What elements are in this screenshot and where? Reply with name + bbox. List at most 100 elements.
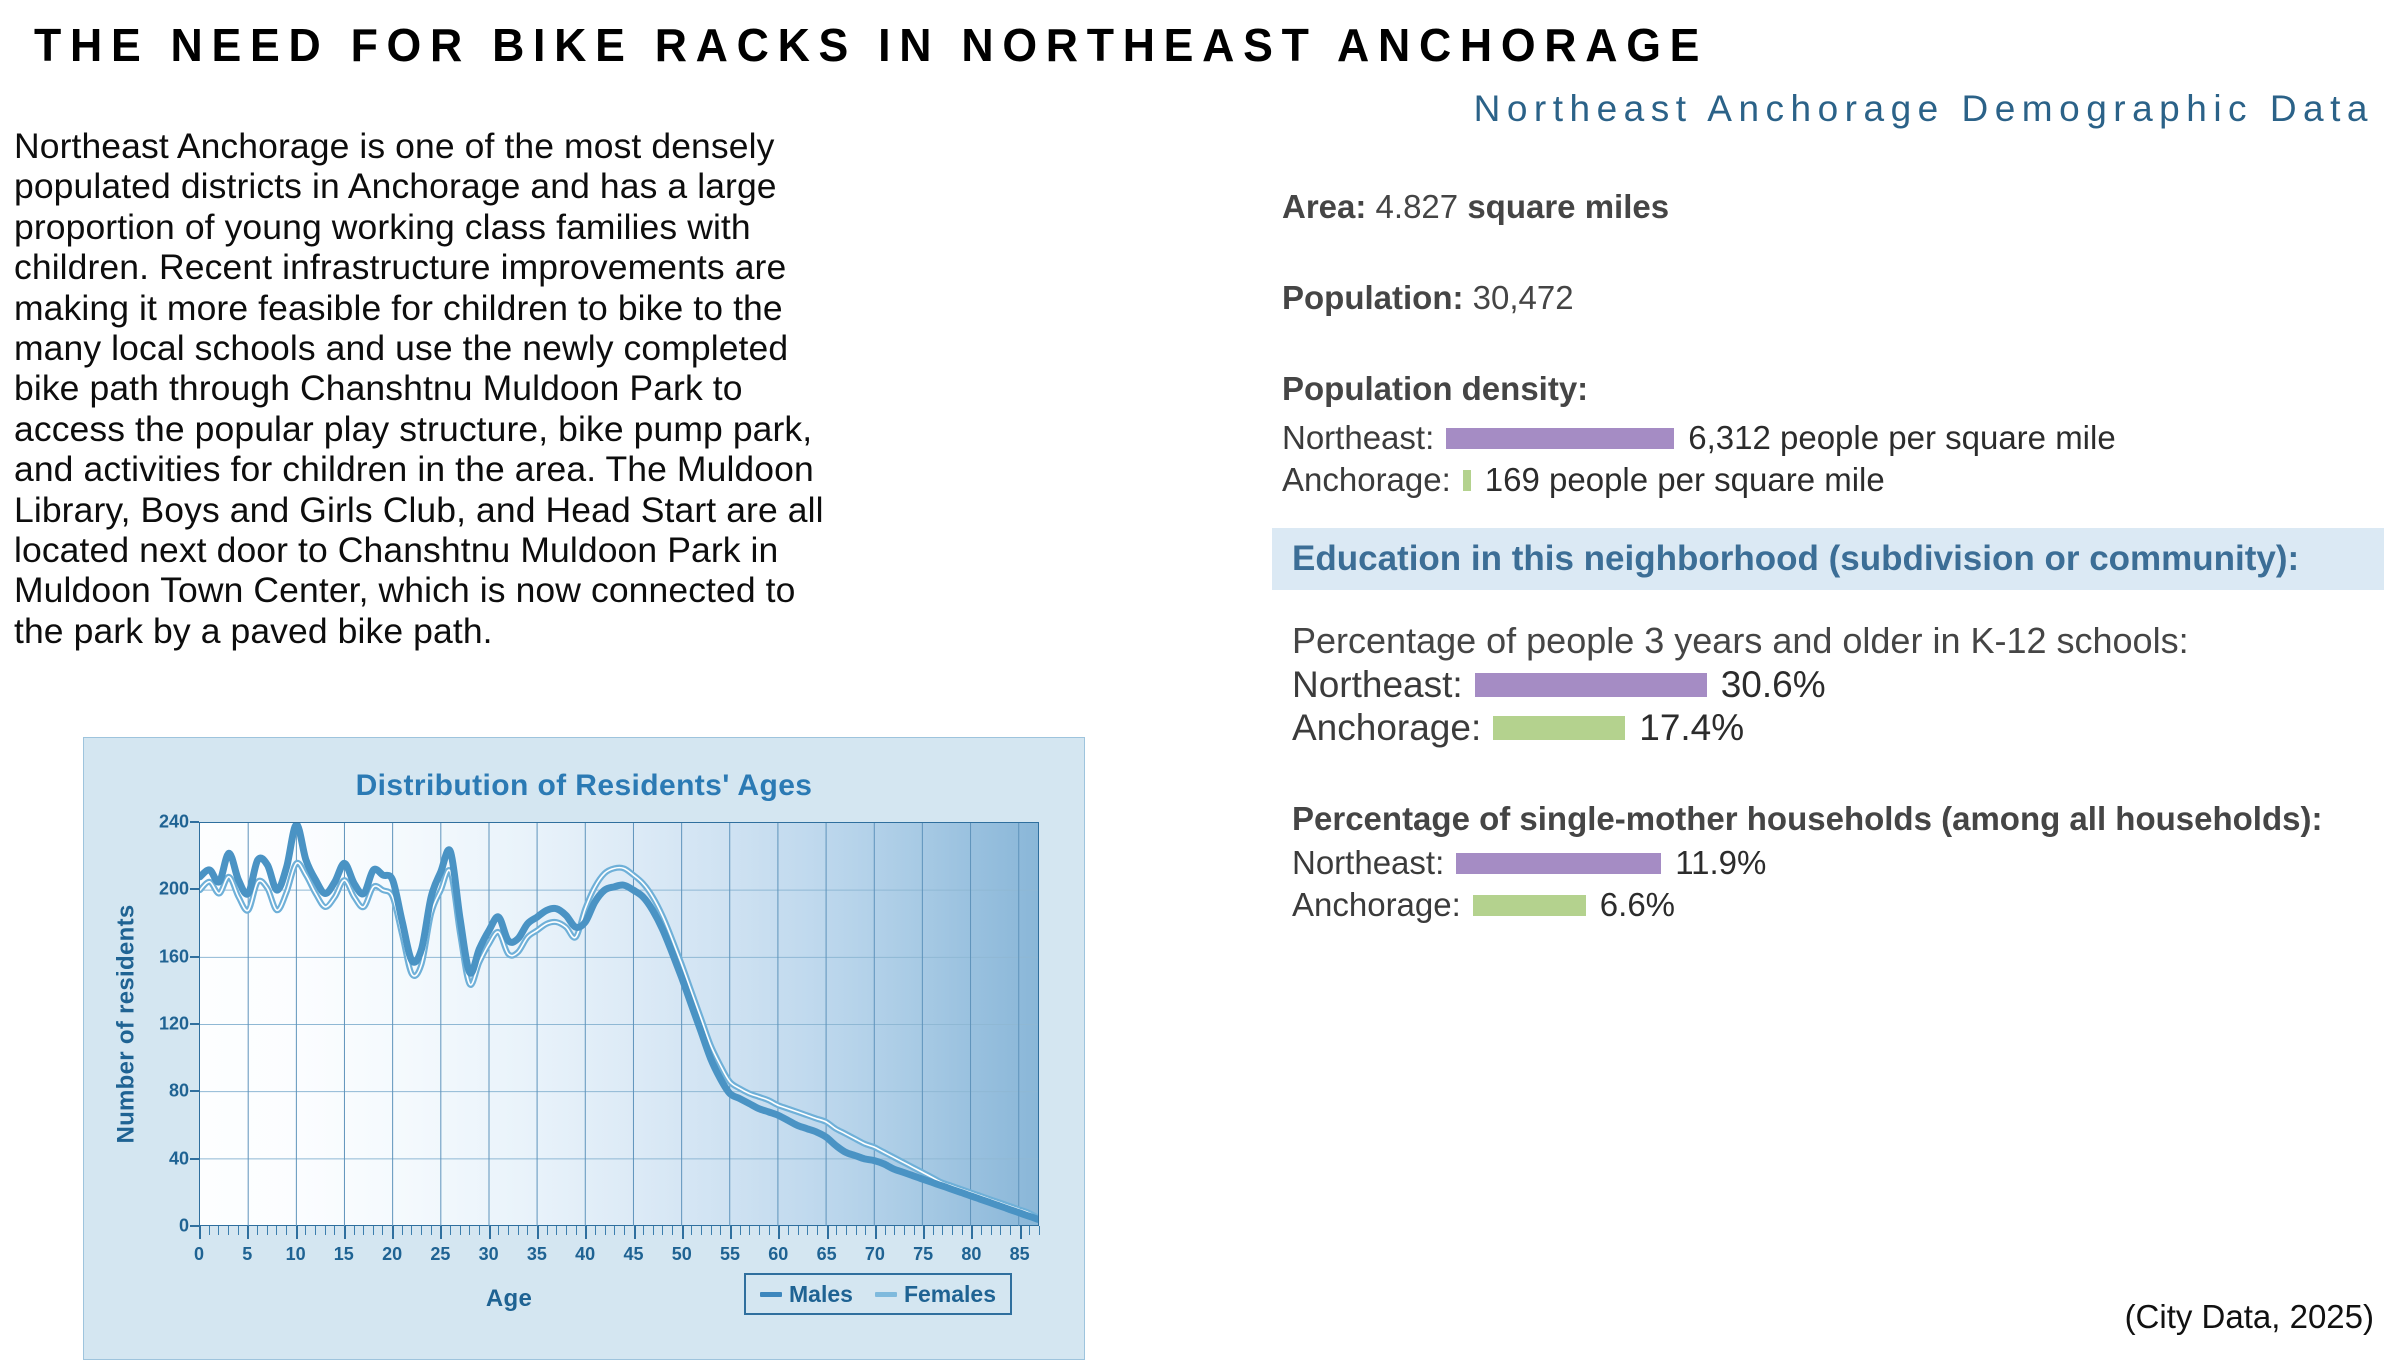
density-northeast-value: 6,312 people per square mile [1688, 419, 2116, 456]
age-distribution-chart: Distribution of Residents' Ages Number o… [83, 737, 1085, 1360]
single-mother-anchorage-label: Anchorage: [1292, 886, 1461, 923]
legend-swatch-males [760, 1291, 782, 1297]
chart-x-tick [865, 1226, 867, 1235]
chart-x-tick [256, 1226, 258, 1235]
area-stat: Area: 4.827 square miles [1282, 188, 1669, 226]
chart-y-tick-dash [190, 955, 199, 958]
density-northeast-bar [1446, 427, 1675, 449]
k12-row-northeast: Northeast: 30.6% [1292, 664, 1826, 705]
chart-x-tick-label: 25 [430, 1244, 451, 1264]
chart-x-tick [469, 1226, 471, 1235]
chart-x-tick [884, 1226, 886, 1235]
education-section-header: Education in this neighborhood (subdivis… [1272, 528, 2384, 590]
chart-x-axis-label: Age [485, 1285, 533, 1312]
single-mother-northeast-value: 11.9% [1675, 844, 1767, 881]
single-mother-label: Percentage of single-mother households (… [1292, 800, 2323, 837]
chart-x-tick [1029, 1226, 1031, 1235]
chart-y-tick-label: 40 [168, 1148, 189, 1169]
chart-y-tick-label: 240 [158, 811, 189, 832]
chart-x-tick [363, 1226, 365, 1235]
chart-x-ticks [199, 1226, 1040, 1240]
chart-y-tick-label: 0 [178, 1215, 189, 1236]
chart-x-tick [247, 1226, 250, 1239]
chart-x-tick [508, 1226, 509, 1235]
chart-x-tick [411, 1226, 413, 1235]
chart-x-tick [623, 1226, 625, 1235]
chart-y-tick-dash [190, 1225, 199, 1227]
k12-label: Percentage of people 3 years and older i… [1292, 620, 2189, 661]
chart-x-tick [788, 1226, 789, 1235]
k12-northeast-value: 30.6% [1720, 664, 1826, 705]
chart-x-tick [440, 1226, 443, 1239]
chart-x-tick [971, 1226, 974, 1239]
population-density-label: Population density: [1282, 370, 1589, 407]
chart-x-tick [614, 1226, 616, 1235]
chart-series-lines [200, 823, 1038, 1223]
chart-x-tick [710, 1226, 712, 1235]
chart-x-tick [633, 1226, 636, 1239]
chart-x-tick [720, 1226, 722, 1235]
k12-row-anchorage: Anchorage: 17.4% [1292, 707, 1744, 748]
chart-x-tick-labels: 0 5 10 15 20 25 30 35 40 45 50 55 60 65 70 75 80 85 [194, 1244, 1039, 1270]
chart-x-tick [759, 1226, 760, 1235]
area-unit: square miles [1467, 188, 1670, 225]
legend-label-females: Females [903, 1280, 996, 1307]
chart-x-tick [942, 1226, 944, 1235]
chart-x-tick [952, 1226, 954, 1235]
population-value: 30,472 [1472, 279, 1574, 316]
legend-swatch-females [874, 1291, 897, 1297]
chart-x-tick [604, 1226, 606, 1235]
chart-y-tick-dash [190, 888, 199, 891]
chart-y-tick-label: 160 [158, 946, 189, 967]
chart-x-tick [546, 1226, 548, 1235]
chart-x-tick [295, 1226, 298, 1239]
chart-x-tick [923, 1226, 926, 1239]
chart-x-tick [517, 1226, 519, 1235]
chart-x-tick [691, 1226, 693, 1235]
chart-x-tick [913, 1226, 915, 1235]
single-mother-northeast-label: Northeast: [1292, 844, 1445, 881]
chart-x-tick-label: 55 [719, 1244, 741, 1264]
population-stat: Population: 30,472 [1282, 279, 1574, 317]
chart-x-tick [778, 1226, 781, 1239]
demographic-panel: Northeast Anchorage Demographic Data Are… [1272, 88, 2384, 1360]
density-northeast-label: Northeast: [1282, 419, 1435, 456]
chart-x-tick [836, 1226, 838, 1235]
chart-x-tick [816, 1226, 818, 1235]
chart-x-tick [1010, 1226, 1011, 1235]
chart-x-tick [1000, 1226, 1002, 1235]
single-mother-row-northeast: Northeast: 11.9% [1292, 843, 1766, 883]
chart-x-tick [314, 1226, 316, 1235]
chart-x-tick [536, 1226, 539, 1239]
density-row-northeast: Northeast: 6,312 people per square mile [1282, 418, 2116, 458]
body-paragraph: Northeast Anchorage is one of the most d… [14, 126, 824, 651]
chart-x-tick [672, 1226, 674, 1235]
chart-x-tick [739, 1226, 741, 1235]
chart-y-tick-label: 120 [158, 1013, 189, 1034]
page-title: THE NEED FOR BIKE RACKS IN NORTHEAST ANC… [34, 19, 1709, 71]
chart-x-tick [479, 1226, 480, 1235]
density-anchorage-value: 169 people per square mile [1484, 461, 1885, 498]
chart-x-tick [459, 1226, 461, 1235]
chart-x-tick [266, 1226, 268, 1235]
density-row-anchorage: Anchorage: 169 people per square mile [1282, 460, 1885, 500]
chart-x-tick [575, 1226, 577, 1235]
chart-x-tick [652, 1226, 654, 1235]
single-mother-anchorage-value: 6.6% [1599, 886, 1676, 923]
chart-x-tick-label: 80 [961, 1244, 982, 1264]
chart-x-tick [498, 1226, 500, 1235]
chart-x-tick [228, 1226, 229, 1235]
chart-x-tick-label: 10 [285, 1244, 306, 1264]
density-anchorage-bar [1462, 469, 1471, 491]
k12-anchorage-label: Anchorage: [1292, 707, 1482, 748]
area-value: 4.827 [1375, 188, 1459, 225]
chart-x-tick [807, 1226, 809, 1235]
chart-x-tick [450, 1226, 451, 1235]
chart-x-tick [305, 1226, 307, 1235]
demographic-panel-heading: Northeast Anchorage Demographic Data [1473, 88, 2374, 129]
legend-item-males: Males [760, 1281, 853, 1308]
chart-x-tick [681, 1226, 684, 1239]
chart-x-tick [285, 1226, 287, 1235]
chart-plot-area [199, 822, 1039, 1227]
